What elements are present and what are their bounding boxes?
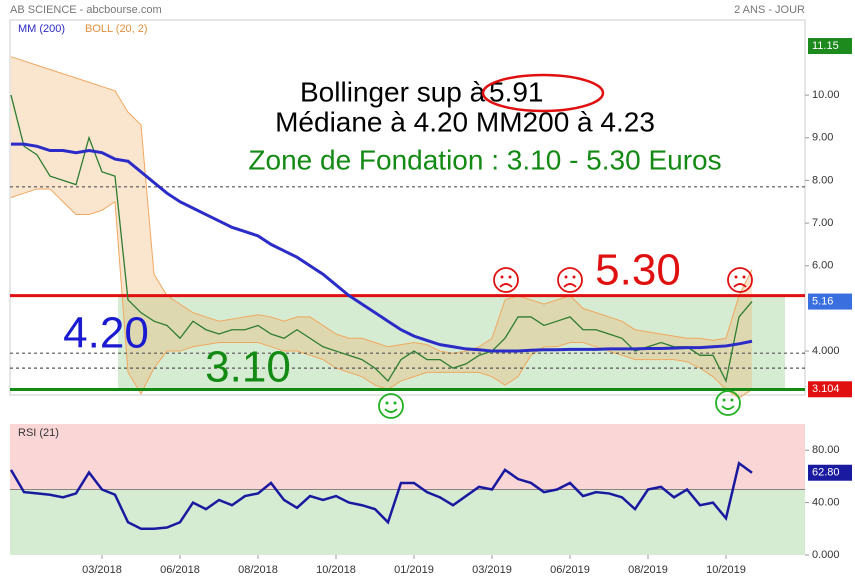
rsi-above (10, 424, 805, 490)
y-tick-label: 9.00 (812, 132, 833, 144)
smiley (715, 390, 741, 416)
y-tick-label: 40.00 (812, 497, 840, 509)
smiley-eye (564, 275, 568, 279)
annotation: 5.30 (595, 246, 681, 295)
mm200-line (11, 142, 753, 353)
price-line (10, 94, 753, 383)
smiley (727, 267, 753, 293)
y-tick-label: 6.00 (812, 260, 833, 272)
x-tick-label: 03/2018 (82, 564, 122, 576)
smiley-eye (385, 401, 389, 405)
smiley-eye (500, 275, 504, 279)
smiley (378, 393, 404, 419)
legend-mm: MM (200) (18, 23, 65, 35)
x-tick-label: 08/2018 (238, 564, 278, 576)
rsi-tag-label: 62.80 (812, 467, 840, 479)
x-tick-label: 06/2018 (160, 564, 200, 576)
rsi-title: RSI (21) (18, 427, 59, 439)
smiley-eye (734, 275, 738, 279)
rsi-tag (808, 464, 852, 481)
smiley-mouth (733, 283, 747, 288)
price-tag-label: 11.15 (812, 40, 839, 52)
smiley-mouth (384, 408, 398, 413)
price-tag (808, 293, 852, 310)
price-tag-label: 5.16 (812, 295, 833, 307)
annotation: 3.10 (205, 343, 291, 392)
smiley-mouth (721, 405, 735, 410)
smiley-eye (742, 275, 746, 279)
smiley (557, 267, 583, 293)
smiley (493, 267, 519, 293)
x-tick-label: 10/2018 (316, 564, 356, 576)
band-lower (10, 188, 753, 399)
legend-boll: BOLL (20, 2) (85, 23, 148, 35)
smiley-eye (393, 401, 397, 405)
y-tick-label: 10.00 (812, 89, 840, 101)
x-tick-label: 03/2019 (472, 564, 512, 576)
smiley-mouth (563, 283, 577, 288)
annotation: Zone de Fondation : 3.10 - 5.30 Euros (248, 144, 721, 175)
band-fill (11, 56, 752, 398)
x-tick-label: 10/2019 (706, 564, 746, 576)
rsi-below (10, 489, 805, 555)
y-tick-label: 0.000 (812, 549, 840, 561)
annotation: Bollinger sup à (300, 76, 486, 107)
x-tick-label: 06/2019 (550, 564, 590, 576)
smiley-eye (572, 275, 576, 279)
chart-subtitle: 2 ANS - JOUR (734, 4, 805, 16)
smiley-eye (730, 398, 734, 402)
y-tick-label: 80.00 (812, 444, 840, 456)
chart-title: AB SCIENCE - abcbourse.com (10, 4, 162, 16)
y-tick-label: 4.000 (812, 345, 840, 357)
price-tag (808, 38, 852, 55)
rsi-line (9, 461, 753, 531)
y-tick-label: 8.00 (812, 174, 833, 186)
x-tick-label: 08/2019 (628, 564, 668, 576)
x-tick-label: 01/2019 (394, 564, 434, 576)
smiley-eye (508, 275, 512, 279)
y-tick-label: 7.00 (812, 217, 833, 229)
smiley-mouth (499, 283, 513, 288)
smiley-eye (722, 398, 726, 402)
price-tag (808, 381, 852, 398)
annotation: 4.20 (63, 309, 149, 358)
price-tag-label: 3.104 (812, 383, 840, 395)
annotation-ellipse (481, 73, 605, 113)
annotation: Médiane à 4.20 MM200 à 4.23 (275, 106, 655, 137)
band-upper (10, 56, 753, 354)
